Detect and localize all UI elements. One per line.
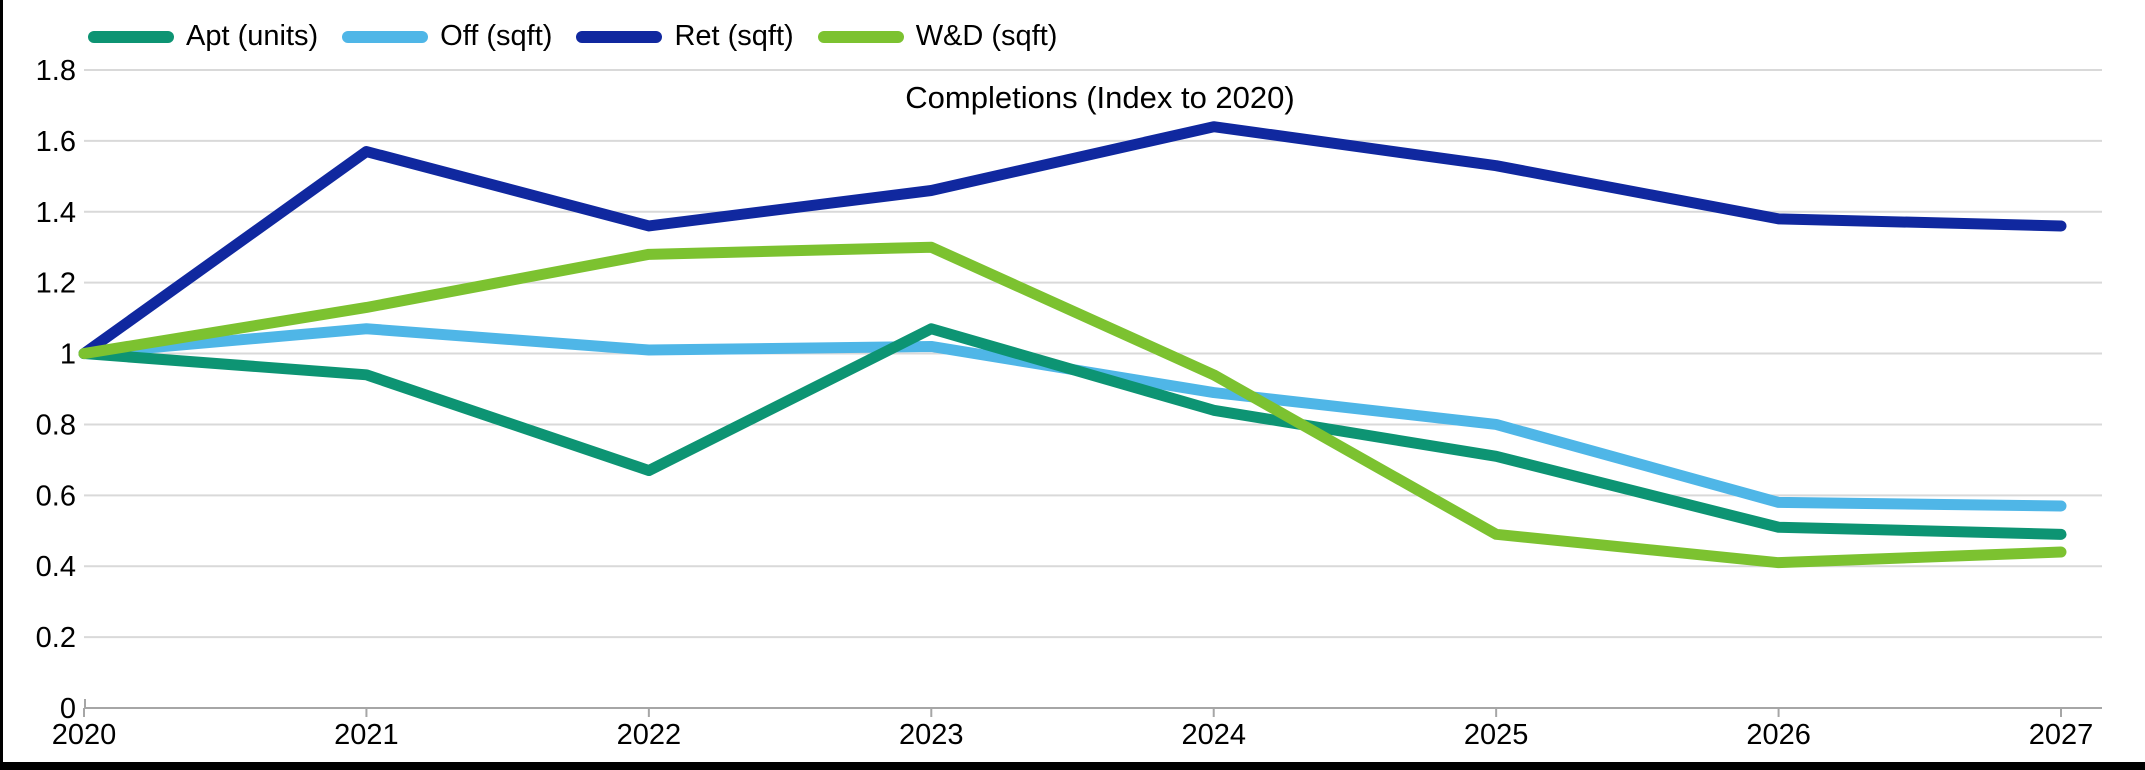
chart-legend: Apt (units) Off (sqft) Ret (sqft) W&D (sqft…	[88, 20, 1057, 53]
window-border-bottom	[0, 762, 2145, 770]
y-axis-tick-label: 0.2	[36, 622, 76, 654]
x-axis-tick-label: 2021	[334, 719, 399, 751]
y-axis-tick-label: 1.4	[36, 197, 76, 229]
legend-label: Ret (sqft)	[674, 20, 794, 52]
y-axis-tick-label: 1	[60, 339, 76, 371]
legend-swatch-icon	[576, 30, 663, 43]
x-axis-tick-label: 2020	[52, 719, 117, 751]
legend-label: Apt (units)	[186, 20, 319, 52]
y-axis-tick-label: 1.2	[36, 268, 76, 300]
legend-swatch-icon	[817, 30, 904, 43]
y-axis-tick-label: 1.6	[36, 126, 76, 158]
legend-label: W&D (sqft)	[915, 20, 1058, 52]
series-line-w-d-sqft	[78, 241, 2067, 569]
legend-item-w-d-sqft: W&D (sqft)	[817, 20, 1058, 53]
window-border-left	[0, 0, 3, 770]
legend-swatch-icon	[88, 30, 174, 43]
y-axis-tick-label: 0.4	[36, 551, 76, 583]
y-axis-tick-label: 0.6	[36, 480, 76, 512]
y-axis-tick-label: 1.8	[36, 55, 76, 87]
series-line-ret-sqft	[78, 121, 2067, 360]
x-axis-tick-label: 2027	[2029, 719, 2094, 751]
legend-swatch-icon	[342, 30, 429, 43]
y-axis-tick-label: 0.8	[36, 409, 76, 441]
x-axis-tick-label: 2024	[1181, 719, 1246, 751]
legend-item-off-sqft: Off (sqft)	[342, 20, 552, 53]
x-axis-tick-label: 2026	[1746, 719, 1811, 751]
x-axis-tick-label: 2023	[899, 719, 964, 751]
legend-label: Off (sqft)	[440, 20, 553, 52]
legend-item-ret-sqft: Ret (sqft)	[576, 20, 794, 53]
chart-title: Completions (Index to 2020)	[905, 80, 1295, 115]
x-axis-tick-label: 2025	[1464, 719, 1529, 751]
y-axis-tick-label: 0	[60, 693, 76, 725]
series-line-off-sqft	[78, 323, 2067, 512]
x-axis-tick-label: 2022	[617, 719, 682, 751]
legend-item-apt-units: Apt (units)	[88, 20, 318, 53]
series-line-apt-units	[78, 323, 2067, 540]
